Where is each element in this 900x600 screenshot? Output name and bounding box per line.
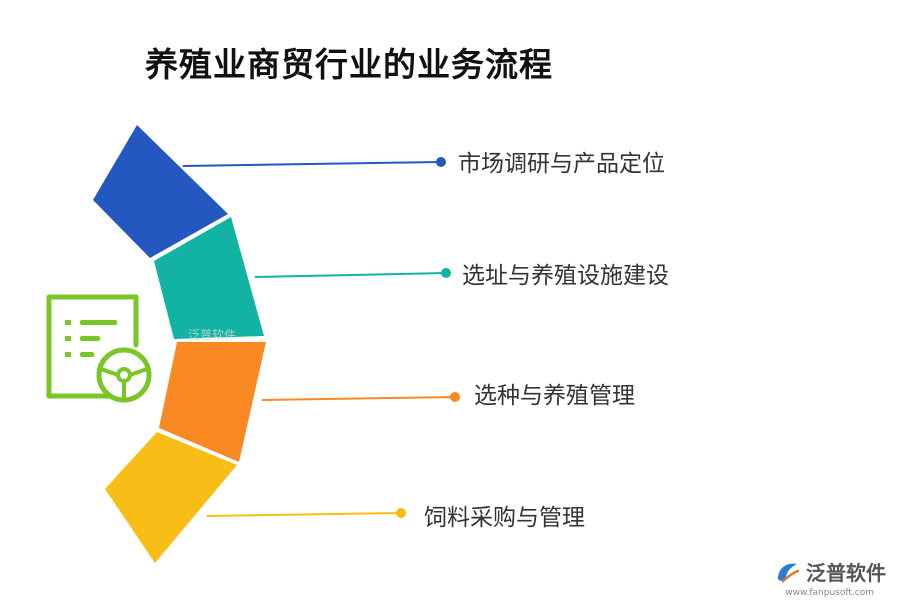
step-4-label: 饲料采购与管理 <box>424 505 585 531</box>
step-1-connector <box>182 161 442 167</box>
brand-url: www.fanpusoft.com <box>785 588 874 598</box>
step-1-dot <box>436 157 446 167</box>
step-3-segment <box>159 342 266 462</box>
page-title: 养殖业商贸行业的业务流程 <box>145 45 553 84</box>
step-4-segment <box>105 432 237 563</box>
step-2-connector <box>254 272 447 278</box>
checklist-steering-wheel-icon <box>46 294 152 403</box>
step-2-dot <box>441 268 451 278</box>
brand-logo-icon <box>778 563 800 582</box>
step-2-segment <box>154 217 264 339</box>
brand-logo: 泛普软件 <box>774 557 886 586</box>
step-1-label: 市场调研与产品定位 <box>458 151 665 177</box>
step-3-label: 选种与养殖管理 <box>474 383 635 409</box>
watermark: 泛普软件 <box>188 328 237 342</box>
brand-name: 泛普软件 <box>806 561 886 585</box>
step-3-dot <box>450 392 460 402</box>
step-1-segment <box>93 125 228 258</box>
step-4-connector <box>206 512 402 517</box>
step-4-dot <box>396 508 406 518</box>
step-3-connector <box>261 396 456 401</box>
step-2-label: 选址与养殖设施建设 <box>462 263 669 289</box>
